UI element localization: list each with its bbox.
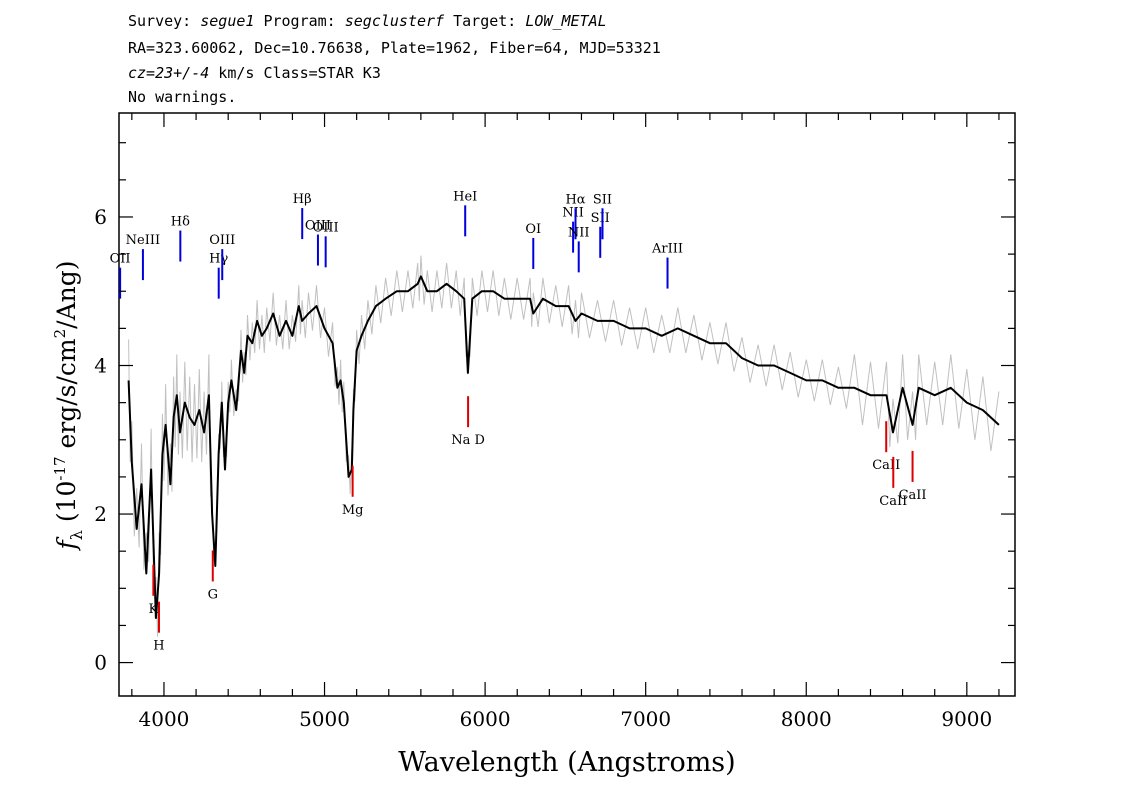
target-value: LOW_METAL [525,12,607,30]
y-tick-label: 0 [94,651,107,675]
program-label: Program: [254,12,345,30]
header-line-warnings: No warnings. [128,88,237,106]
emission-line-label: ArIII [651,242,683,257]
header-line-coordinates: RA=323.60062, Dec=10.76638, Plate=1962, … [128,39,661,57]
spectral-lines-layer: OIINeIIIHδHγOIIIHβOIIIOIIIHeIOINIIHαNIIS… [110,189,927,653]
emission-line-label: NII [568,225,590,240]
absorption-line-label: CaII [872,458,900,473]
x-tick-label: 8000 [781,707,832,731]
redshift-value: cz=23+/-4 [128,64,210,82]
x-tick-label: 6000 [460,707,511,731]
error-band [128,255,1000,637]
emission-line-label: HeI [453,189,477,204]
x-tick-label: 5000 [299,707,350,731]
emission-line-label: Hβ [293,192,312,207]
x-tick-label: 7000 [620,707,671,731]
absorption-line-label: Na D [451,433,485,448]
program-value: segclusterf [344,12,445,30]
absorption-line-label: CaII [899,488,927,503]
target-label: Target: [444,12,526,30]
emission-line-label: OIII [305,219,331,234]
emission-line-label: Hδ [171,215,190,230]
y-axis-title: fλ (10-17 erg/s/cm2/Ang) [51,260,86,551]
emission-line-label: OIII [313,220,339,235]
emission-line-label: Hγ [209,252,228,267]
emission-line-label: SII [591,211,610,226]
survey-value: segue1 [200,12,255,30]
y-tick-label: 6 [94,205,107,229]
absorption-line-label: Mg [342,503,364,518]
absorption-line-label: H [153,639,164,654]
error-band-layer [128,255,1000,637]
header-line-survey: Survey: segue1 Program: segclusterf Targ… [128,11,607,31]
emission-line-label: NII [562,206,584,221]
plot-frame [118,112,1016,697]
x-tick-label: 9000 [941,707,992,731]
emission-line-label: OII [110,252,131,267]
survey-label: Survey: [128,12,201,30]
absorption-line-label: G [208,587,218,602]
emission-line-label: Hα [565,192,585,207]
header-line-redshift: cz=23+/-4 km/s Class=STAR K3 [128,63,381,83]
spectrum-line [127,275,1000,619]
emission-line-label: OI [525,222,541,237]
x-axis-title: Wavelength (Angstroms) [398,747,735,778]
absorption-line-label: K [149,602,159,617]
spectrum-layer [127,275,1000,619]
axis-ticks-layer: 4000 5000 6000 7000 8000 9000 0 2 4 6 [94,113,1015,731]
absorption-line-label: CaII [879,494,907,509]
y-tick-label: 2 [94,502,107,526]
emission-line-label: SII [593,192,612,207]
x-tick-label: 4000 [139,707,190,731]
y-tick-label: 4 [94,354,107,378]
emission-line-label: OIII [209,233,235,248]
class-value: km/s Class=STAR K3 [209,64,381,82]
emission-line-label: NeIII [126,233,160,248]
